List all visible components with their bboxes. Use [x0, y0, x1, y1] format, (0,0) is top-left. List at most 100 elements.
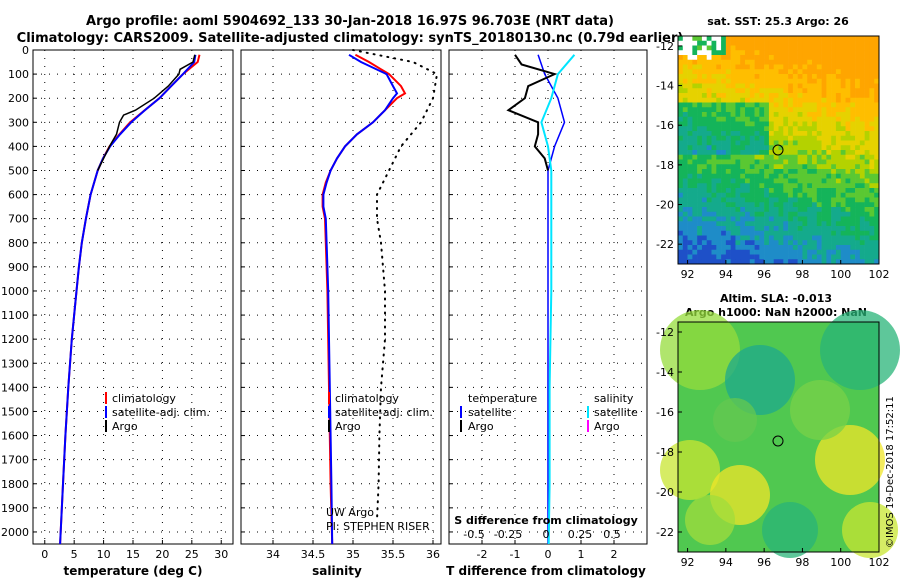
sst-cell [821, 221, 827, 227]
sst-cell [740, 83, 746, 89]
depth-tick-label: 1300 [1, 357, 29, 370]
sst-cell [855, 254, 861, 260]
sst-cell [850, 50, 856, 56]
sst-cell [821, 150, 827, 156]
legend-s-argo: Argo [594, 420, 620, 433]
sst-cell [678, 230, 684, 236]
sst-cell [864, 240, 870, 246]
sst-cell [721, 192, 727, 198]
temperature-lines [59, 54, 201, 545]
sst-cell [725, 183, 731, 189]
sst-cell [754, 40, 760, 46]
sst-cell [835, 183, 842, 189]
salinity-axis-ticks: 34 34.5 35 35.5 36 [266, 540, 440, 561]
sst-cell [725, 107, 731, 113]
sst-cell [778, 112, 784, 118]
sst-cell [778, 55, 784, 61]
sst-cell [716, 249, 722, 255]
sst-cell [745, 230, 751, 236]
sst-cell [812, 40, 818, 46]
sst-cell [759, 164, 765, 170]
sst-cell [754, 36, 760, 42]
sst-cell [797, 183, 803, 189]
sst-cell [749, 254, 755, 260]
sst-cell [745, 140, 751, 146]
sst-cell [773, 207, 779, 213]
sst-cell [711, 197, 717, 203]
sst-cell [759, 240, 765, 246]
sst-cell [768, 78, 775, 84]
sst-cell [859, 93, 865, 99]
sst-cell [716, 97, 722, 103]
sst-cell [778, 126, 784, 132]
sst-cell [797, 55, 803, 61]
sst-cell [740, 202, 746, 208]
sst-cell [864, 107, 870, 113]
sst-cell [735, 59, 741, 65]
sst-cell [701, 221, 708, 227]
sst-cell [797, 211, 803, 217]
difference-lines [506, 54, 576, 545]
sst-cell [692, 83, 698, 89]
sst-cell [831, 126, 837, 132]
sst-cell [740, 259, 746, 265]
sst-cell [768, 221, 775, 227]
sst-cell [835, 226, 842, 232]
sst-cell [783, 83, 789, 89]
map-y-tick-label: -16 [656, 119, 674, 132]
sst-cell [706, 230, 712, 236]
sst-cell [850, 45, 856, 51]
sst-cell [711, 88, 717, 94]
sst-cell [840, 221, 846, 227]
sst-cell [807, 150, 813, 156]
sst-cell [716, 169, 722, 175]
sst-cell [740, 131, 746, 137]
x-tick-label: 35 [346, 548, 360, 561]
sst-cell [859, 235, 865, 241]
sst-cell [826, 78, 832, 84]
sst-cell [735, 88, 741, 94]
sst-cell [797, 102, 803, 108]
sst-cell [754, 154, 760, 160]
sst-cell [687, 221, 693, 227]
sst-cell [807, 211, 813, 217]
sst-cell [764, 140, 770, 146]
sst-cell [840, 102, 846, 108]
sst-cell [773, 78, 779, 84]
sst-cell [797, 126, 803, 132]
sst-cell [730, 159, 736, 165]
sst-cell [749, 140, 755, 146]
sst-cell [783, 64, 789, 70]
sst-cell [692, 145, 698, 151]
sst-cell [764, 116, 770, 122]
sst-cell [835, 235, 842, 241]
sst-cell [807, 121, 813, 127]
sst-cell [788, 145, 794, 151]
sst-cell [792, 45, 798, 51]
sst-cell [759, 145, 765, 151]
sst-cell [792, 40, 798, 46]
map-y-tick-label: -18 [656, 159, 674, 172]
sst-cell [682, 207, 688, 213]
sst-cell [778, 150, 784, 156]
sst-cell [812, 211, 818, 217]
sst-cell [687, 78, 693, 84]
sst-cell [821, 64, 827, 70]
sst-cell [788, 83, 794, 89]
sst-cell [816, 126, 822, 132]
sst-cell [831, 97, 837, 103]
temperature-legend: climatology satellite-adj. clim. Argo [105, 392, 210, 433]
sst-cell [802, 74, 808, 80]
sst-cell [788, 188, 794, 194]
sst-cell [864, 192, 870, 198]
sst-cell [840, 188, 846, 194]
sst-cell [840, 116, 846, 122]
sst-cell [711, 59, 717, 65]
sst-cell [797, 107, 803, 113]
x-tick-label: -1 [510, 548, 521, 561]
sst-cell [821, 116, 827, 122]
sst-cell [754, 216, 760, 222]
sst-cell [802, 121, 808, 127]
sst-cell [859, 211, 865, 217]
sst-cell [697, 259, 703, 265]
